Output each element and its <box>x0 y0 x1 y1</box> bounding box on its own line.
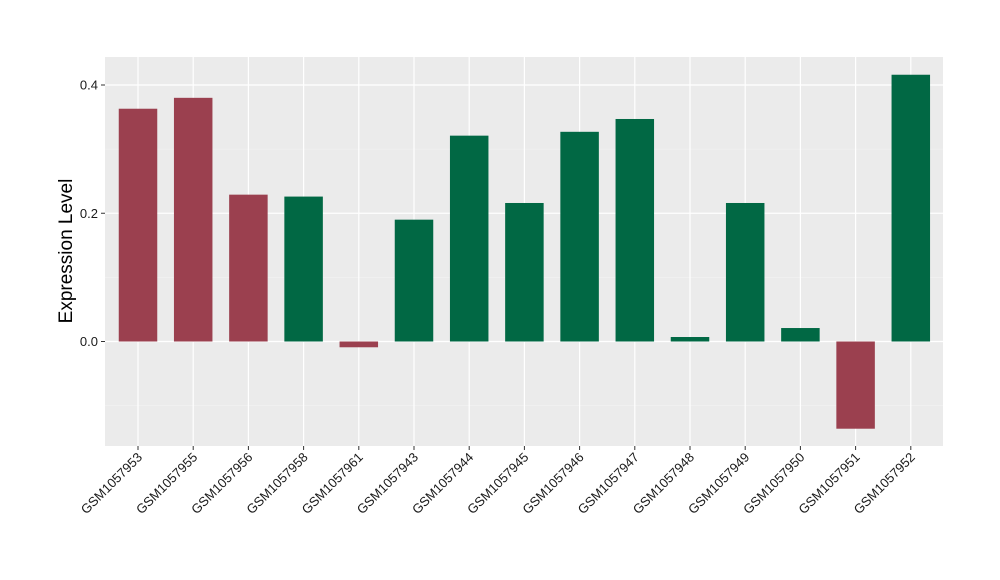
bar-GSM1057947 <box>615 118 655 342</box>
x-axis-ticks: GSM1057953GSM1057955GSM1057956GSM1057958… <box>78 446 918 517</box>
y-axis-title: Expression Level <box>56 179 77 324</box>
bar-GSM1057961 <box>339 341 379 348</box>
bars <box>118 74 931 429</box>
bar-GSM1057950 <box>781 328 820 342</box>
bar-GSM1057951 <box>836 341 875 429</box>
y-tick-label: 0.2 <box>80 206 98 221</box>
bar-GSM1057955 <box>173 97 213 342</box>
bar-GSM1057945 <box>505 202 544 342</box>
y-tick-label: 0.0 <box>80 334 98 349</box>
bar-GSM1057944 <box>449 135 489 342</box>
bar-GSM1057946 <box>560 131 599 342</box>
y-tick-label: 0.4 <box>80 78 98 93</box>
bar-GSM1057949 <box>725 202 765 342</box>
bar-GSM1057953 <box>118 108 158 342</box>
bar-GSM1057958 <box>284 196 323 342</box>
bar-GSM1057952 <box>891 74 931 342</box>
bar-GSM1057956 <box>229 194 268 342</box>
y-axis-ticks: 0.0 0.2 0.4 <box>80 78 105 349</box>
bar-GSM1057948 <box>670 337 710 342</box>
bar-GSM1057943 <box>394 219 434 342</box>
